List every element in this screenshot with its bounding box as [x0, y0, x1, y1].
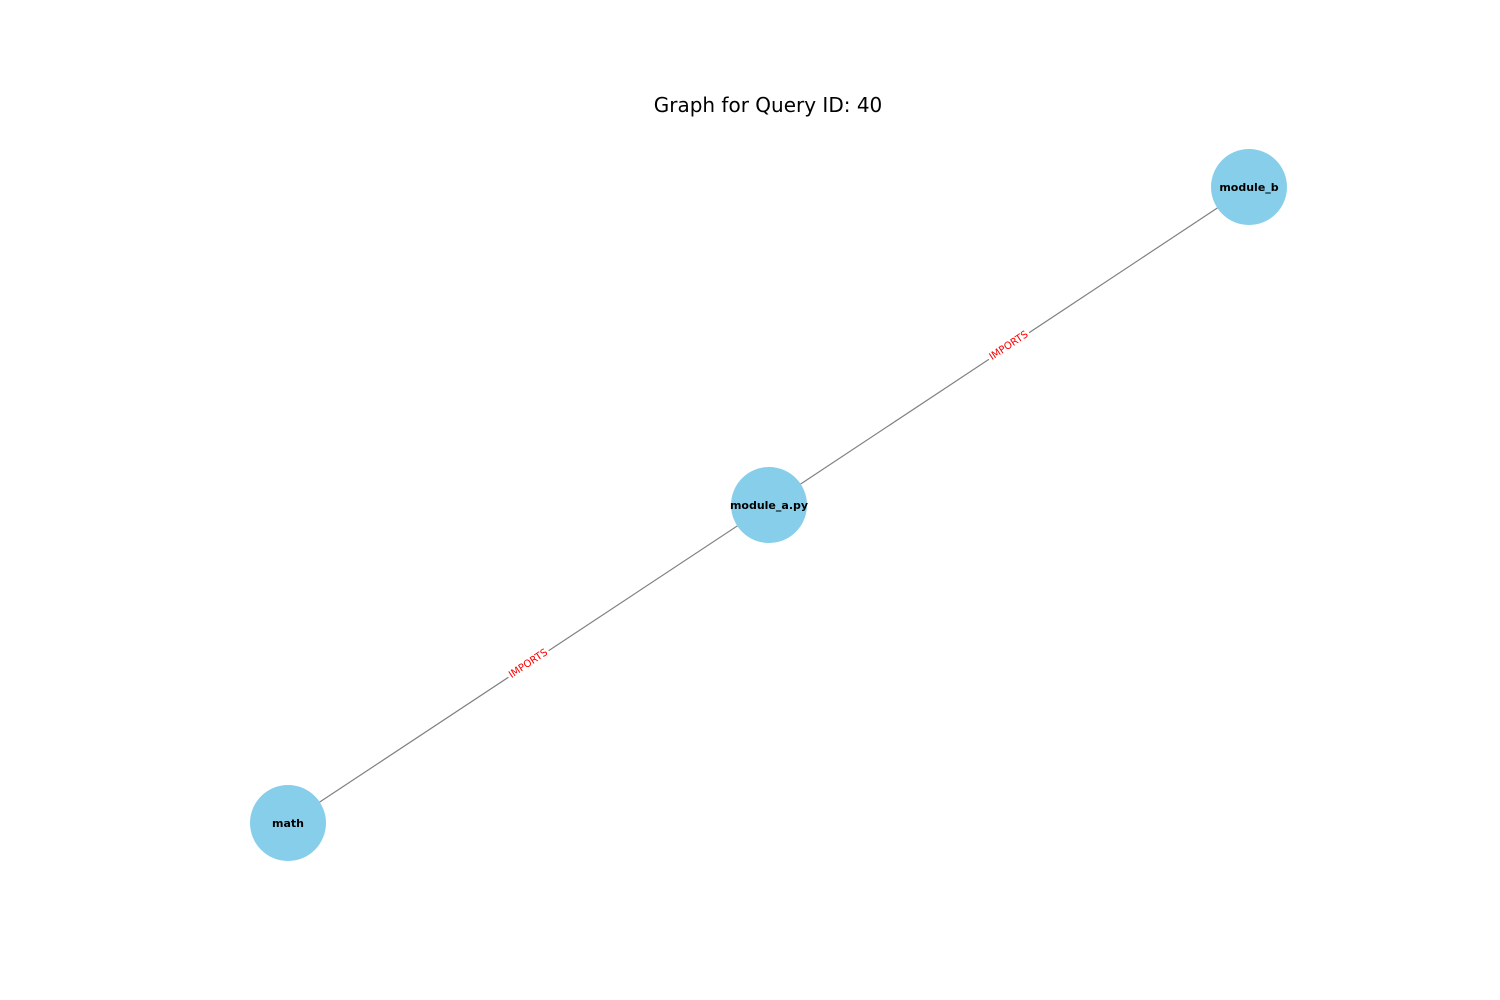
node-label: module_a.py	[730, 499, 808, 512]
node-circle	[731, 467, 807, 543]
node-module-a-py: module_a.py	[730, 467, 808, 543]
node-module-b: module_b	[1211, 149, 1287, 225]
edge-label-background	[985, 327, 1033, 365]
node-label: math	[272, 817, 304, 830]
node-circle	[1211, 149, 1287, 225]
edge-label: IMPORTS	[507, 647, 550, 681]
node-label: module_b	[1219, 181, 1278, 194]
edge-imports-math: IMPORTS	[287, 504, 770, 824]
node-math: math	[250, 785, 326, 861]
edge-label-background	[504, 645, 553, 683]
node-circle	[250, 785, 326, 861]
edge-label: IMPORTS	[988, 329, 1031, 363]
edge-imports-module-b: IMPORTS	[768, 186, 1250, 506]
graph-title: Graph for Query ID: 40	[654, 93, 883, 117]
